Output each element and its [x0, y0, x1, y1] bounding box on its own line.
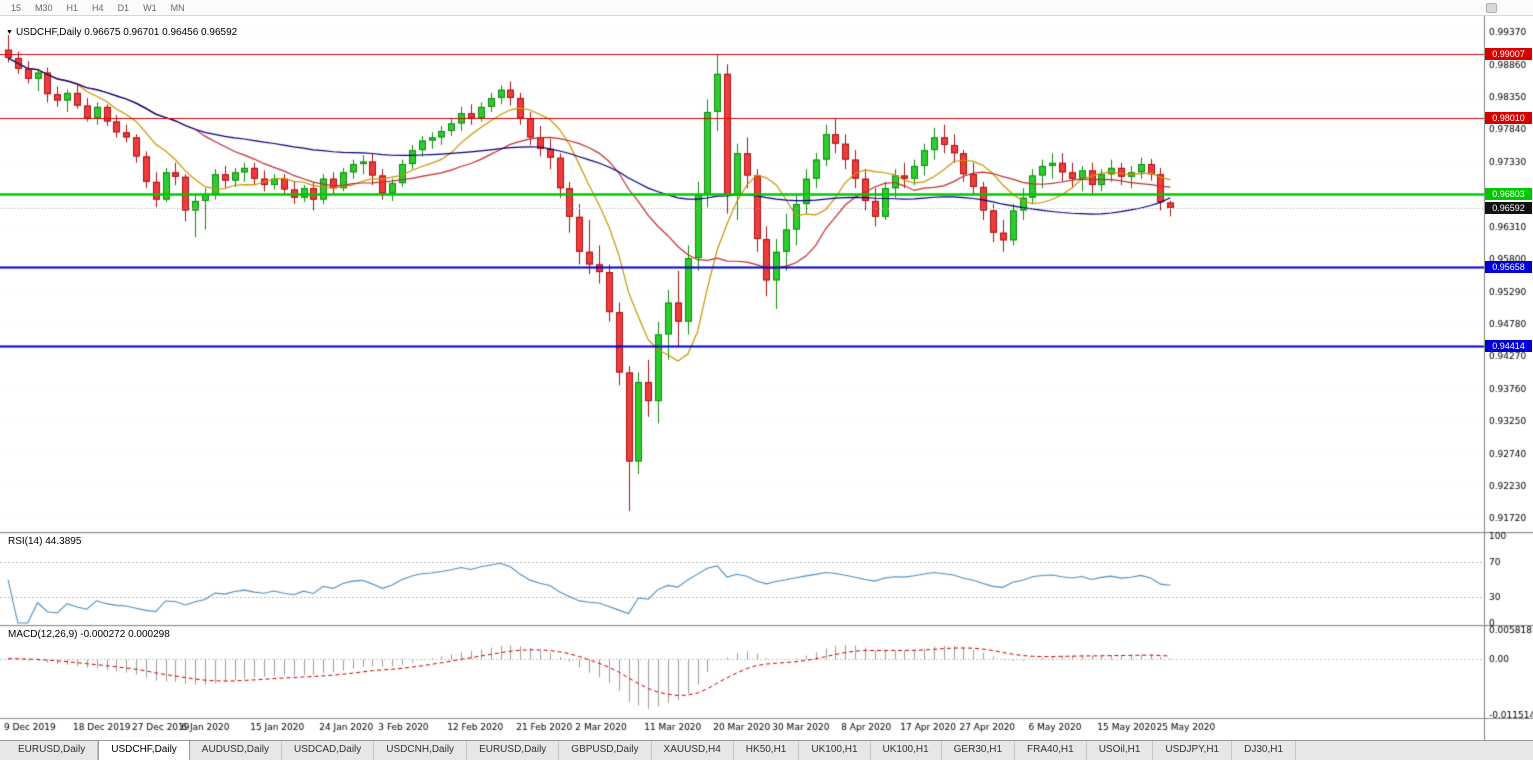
tab-eurusd-daily[interactable]: EURUSD,Daily: [6, 741, 99, 760]
tab-fra40-h1[interactable]: FRA40,H1: [1015, 741, 1087, 760]
tab-ger30-h1[interactable]: GER30,H1: [942, 741, 1016, 760]
toolbar-corner-box: [1486, 3, 1497, 13]
tab-uk100-h1[interactable]: UK100,H1: [871, 741, 942, 760]
tab-dj30-h1[interactable]: DJ30,H1: [1232, 741, 1297, 760]
tab-eurusd-daily[interactable]: EURUSD,Daily: [467, 741, 560, 760]
timeframe-mn[interactable]: MN: [170, 2, 185, 13]
tab-xauusd-h4[interactable]: XAUUSD,H4: [652, 741, 734, 760]
tab-uk100-h1[interactable]: UK100,H1: [799, 741, 871, 760]
tab-audusd-daily[interactable]: AUDUSD,Daily: [190, 741, 283, 760]
tab-usdchf-daily[interactable]: USDCHF,Daily: [98, 741, 190, 760]
chart-canvas[interactable]: [0, 16, 1533, 740]
symbol-tabs-bar: EURUSD,Daily USDCHF,Daily AUDUSD,Daily USDC…: [0, 740, 1533, 760]
tab-usdcad-daily[interactable]: USDCAD,Daily: [282, 741, 375, 760]
timeframe-h4[interactable]: H4: [92, 2, 104, 13]
timeframe-toolbar: 15 M30 H1 H4 D1 W1 MN: [0, 0, 1533, 16]
timeframe-m30[interactable]: M30: [35, 2, 53, 13]
tab-usdcnh-daily[interactable]: USDCNH,Daily: [374, 741, 468, 760]
timeframe-d1[interactable]: D1: [117, 2, 130, 13]
tab-hk50-h1[interactable]: HK50,H1: [734, 741, 800, 760]
timeframe-h1[interactable]: H1: [66, 2, 79, 13]
timeframe-w1[interactable]: W1: [143, 2, 157, 13]
timeframe-15[interactable]: 15: [11, 2, 22, 13]
tab-usoil-h1[interactable]: USOil,H1: [1087, 741, 1154, 760]
tab-gbpusd-daily[interactable]: GBPUSD,Daily: [559, 741, 652, 760]
tab-usdjpy-h1[interactable]: USDJPY,H1: [1153, 741, 1233, 760]
